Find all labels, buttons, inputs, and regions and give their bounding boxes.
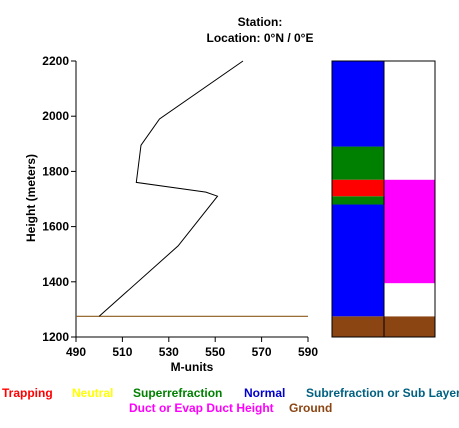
- y-axis-label: Height (meters): [24, 154, 38, 242]
- condition-segment-none: [384, 61, 435, 180]
- station-title: Station:: [237, 15, 283, 29]
- y-tick-label: 1800: [42, 164, 69, 178]
- condition-segment-duct-or-evap-duct-height: [384, 179, 435, 284]
- condition-segment-superrefraction: [332, 146, 384, 180]
- y-tick-label: 1200: [42, 330, 69, 344]
- condition-segment-ground: [384, 316, 435, 337]
- legend-ground: Ground: [289, 401, 333, 415]
- m-unit-profile-plot: 490 510 530 550 570 590 1200 1400 1600 1800 2000 22…: [42, 54, 318, 359]
- y-tick-label: 2000: [42, 109, 69, 123]
- y-tick-label: 1400: [42, 275, 69, 289]
- legend-trapping: Trapping: [2, 386, 53, 400]
- legend-normal: Normal: [244, 386, 286, 400]
- condition-segment-normal: [332, 61, 384, 147]
- legend-superrefraction: Superrefraction: [133, 386, 223, 400]
- condition-segment-normal: [332, 204, 384, 317]
- x-axis-label: M-units: [171, 360, 214, 374]
- x-tick-label: 490: [66, 345, 86, 359]
- legend-neutral: Neutral: [72, 386, 114, 400]
- condition-segment-ground: [332, 316, 384, 337]
- legend-subrefraction: Subrefraction or Sub Layer: [306, 386, 459, 400]
- condition-segment-none: [384, 283, 435, 317]
- x-tick-label: 510: [112, 345, 132, 359]
- x-tick-label: 570: [252, 345, 272, 359]
- x-tick-label: 590: [298, 345, 318, 359]
- condition-bars: [331, 60, 436, 338]
- location-subtitle: Location: 0°N / 0°E: [206, 31, 314, 45]
- condition-segment-superrefraction: [332, 196, 384, 205]
- y-tick-label: 1600: [42, 220, 69, 234]
- m-unit-profile-line: [98, 60, 244, 317]
- legend-duct: Duct or Evap Duct Height: [129, 401, 274, 415]
- x-tick-label: 530: [159, 345, 179, 359]
- y-tick-label: 2200: [42, 54, 69, 68]
- condition-segment-trapping: [332, 179, 384, 197]
- x-tick-label: 550: [205, 345, 225, 359]
